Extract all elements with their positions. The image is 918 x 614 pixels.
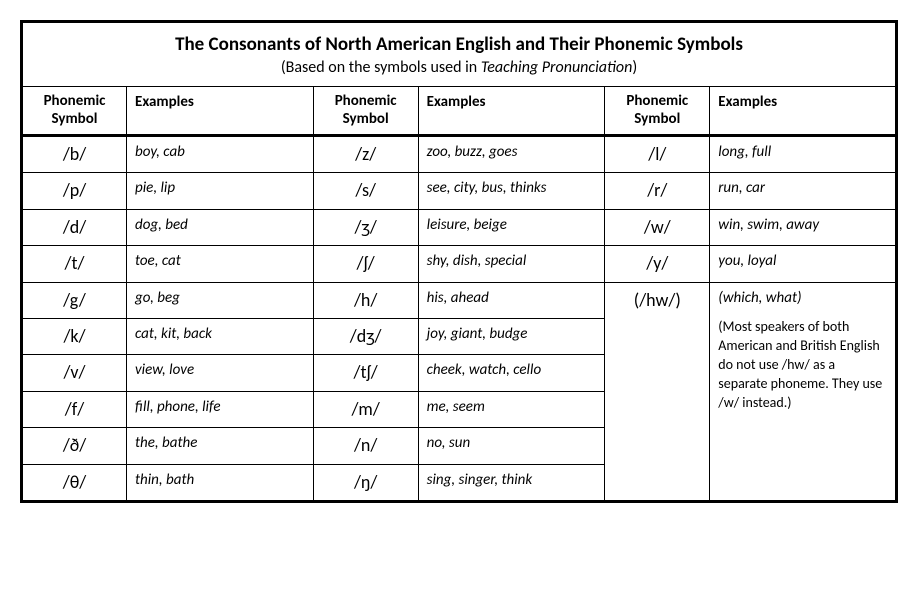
examples-cell: go, beg (127, 282, 314, 318)
examples-cell: thin, bath (127, 464, 314, 501)
examples-cell: joy, giant, budge (418, 318, 605, 354)
hw-examples: (which, what) (718, 289, 801, 307)
symbol-cell: /t/ (22, 246, 127, 282)
symbol-cell: /h/ (313, 282, 418, 318)
symbol-cell: /tʃ/ (313, 355, 418, 391)
table-row: /t/ toe, cat /ʃ/ shy, dish, special /y/ … (22, 246, 897, 282)
examples-cell: his, ahead (418, 282, 605, 318)
table-row: /g/ go, beg /h/ his, ahead (/hw/) (which… (22, 282, 897, 318)
table-row: /d/ dog, bed /ʒ/ leisure, beige /w/ win,… (22, 209, 897, 245)
examples-cell: long, full (710, 135, 897, 172)
examples-cell: boy, cab (127, 135, 314, 172)
table-row: /p/ pie, lip /s/ see, city, bus, thinks … (22, 173, 897, 209)
examples-cell: the, bathe (127, 428, 314, 464)
examples-cell: no, sun (418, 428, 605, 464)
examples-cell: you, loyal (710, 246, 897, 282)
symbol-cell: /θ/ (22, 464, 127, 501)
examples-cell: view, love (127, 355, 314, 391)
examples-cell: pie, lip (127, 173, 314, 209)
header-examples-1: Examples (127, 87, 314, 136)
examples-cell-with-note: (which, what) (Most speakers of both Ame… (710, 282, 897, 501)
symbol-cell: /l/ (605, 135, 710, 172)
examples-cell: zoo, buzz, goes (418, 135, 605, 172)
examples-cell: dog, bed (127, 209, 314, 245)
symbol-cell: /z/ (313, 135, 418, 172)
examples-cell: sing, singer, think (418, 464, 605, 501)
symbol-cell: /ʃ/ (313, 246, 418, 282)
title-cell: The Consonants of North American English… (22, 22, 897, 87)
header-symbol-3: PhonemicSymbol (605, 87, 710, 136)
symbol-cell: (/hw/) (605, 282, 710, 501)
symbol-cell: /r/ (605, 173, 710, 209)
title-row: The Consonants of North American English… (22, 22, 897, 87)
title-sub: (Based on the symbols used in Teaching P… (31, 58, 887, 79)
header-examples-2: Examples (418, 87, 605, 136)
symbol-cell: /b/ (22, 135, 127, 172)
header-row: PhonemicSymbol Examples PhonemicSymbol E… (22, 87, 897, 136)
symbol-cell: /k/ (22, 318, 127, 354)
title-sub-italic: Teaching Pronunciation (481, 58, 632, 77)
symbol-cell: /g/ (22, 282, 127, 318)
header-symbol-label: PhonemicSymbol (44, 92, 106, 127)
examples-cell: toe, cat (127, 246, 314, 282)
symbol-cell: /d/ (22, 209, 127, 245)
symbol-cell: /ð/ (22, 428, 127, 464)
header-symbol-2: PhonemicSymbol (313, 87, 418, 136)
symbol-cell: /w/ (605, 209, 710, 245)
title-sub-prefix: (Based on the symbols used in (281, 58, 481, 77)
examples-cell: see, city, bus, thinks (418, 173, 605, 209)
table-row: /b/ boy, cab /z/ zoo, buzz, goes /l/ lon… (22, 135, 897, 172)
header-symbol-label: PhonemicSymbol (626, 92, 688, 127)
header-examples-3: Examples (710, 87, 897, 136)
symbol-cell: /s/ (313, 173, 418, 209)
examples-cell: cheek, watch, cello (418, 355, 605, 391)
symbol-cell: /v/ (22, 355, 127, 391)
title-sub-suffix: ) (632, 58, 637, 77)
symbol-cell: /ŋ/ (313, 464, 418, 501)
hw-note: (Most speakers of both American and Brit… (718, 318, 887, 412)
header-symbol-label: PhonemicSymbol (335, 92, 397, 127)
examples-cell: run, car (710, 173, 897, 209)
symbol-cell: /n/ (313, 428, 418, 464)
symbol-cell: /dʒ/ (313, 318, 418, 354)
symbol-cell: /p/ (22, 173, 127, 209)
title-main: The Consonants of North American English… (31, 33, 887, 58)
examples-cell: shy, dish, special (418, 246, 605, 282)
symbol-cell: /m/ (313, 391, 418, 427)
symbol-cell: /ʒ/ (313, 209, 418, 245)
examples-cell: me, seem (418, 391, 605, 427)
header-symbol-1: PhonemicSymbol (22, 87, 127, 136)
symbol-cell: /f/ (22, 391, 127, 427)
symbol-cell: /y/ (605, 246, 710, 282)
examples-cell: cat, kit, back (127, 318, 314, 354)
consonants-table: The Consonants of North American English… (20, 20, 898, 503)
table-container: The Consonants of North American English… (20, 20, 898, 503)
examples-cell: fill, phone, life (127, 391, 314, 427)
examples-cell: win, swim, away (710, 209, 897, 245)
examples-cell: leisure, beige (418, 209, 605, 245)
